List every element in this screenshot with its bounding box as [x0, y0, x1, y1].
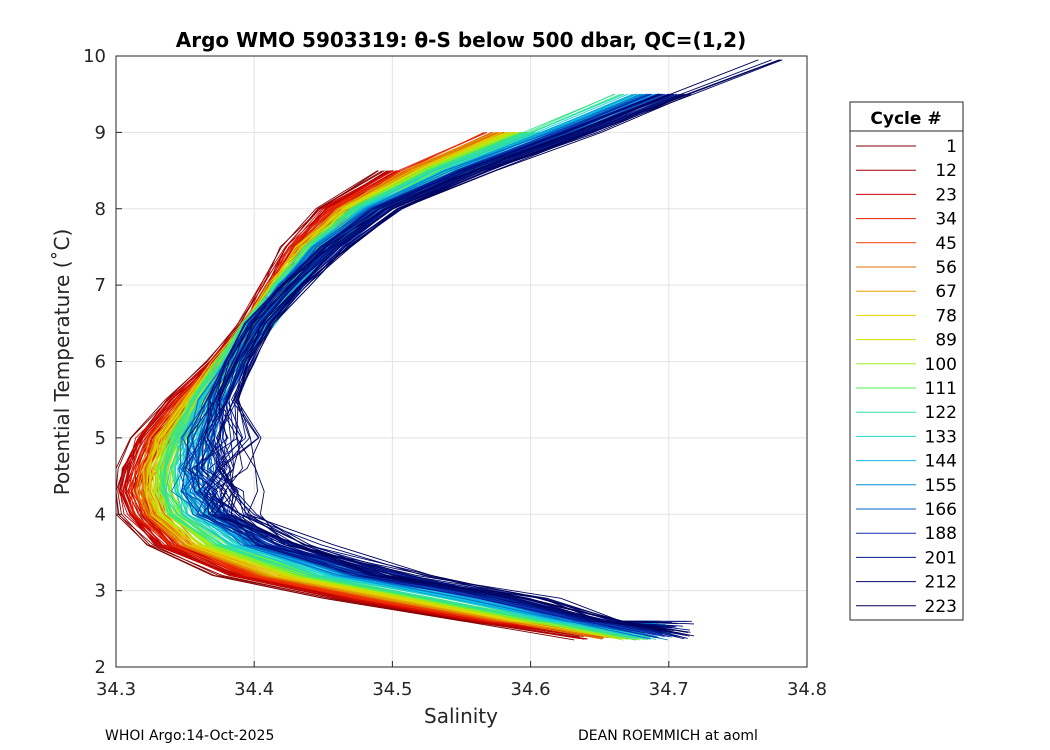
y-tick-label: 9 — [95, 122, 106, 143]
profile-line — [138, 131, 603, 627]
profile-line — [212, 93, 691, 633]
x-tick-label: 34.3 — [96, 679, 136, 700]
profile-line — [156, 131, 619, 637]
legend-label: 166 — [925, 500, 957, 520]
x-tick-label: 34.4 — [234, 679, 274, 700]
legend-label: 1 — [946, 137, 957, 157]
y-tick-label: 5 — [95, 428, 106, 449]
profile-line — [115, 170, 576, 625]
legend-label: 12 — [935, 161, 957, 181]
x-axis-ticks: 34.3 34.4 34.5 34.6 34.7 34.8 — [96, 661, 827, 700]
y-axis-label: Potential Temperature (˚C) — [50, 229, 74, 496]
legend-label: 23 — [935, 185, 957, 205]
legend-label: 34 — [935, 210, 957, 230]
x-tick-label: 34.7 — [649, 679, 689, 700]
y-tick-label: 2 — [95, 657, 106, 678]
legend-label: 133 — [925, 427, 957, 447]
x-axis-label: Salinity — [424, 704, 498, 728]
profile-line — [217, 59, 759, 633]
legend-label: 100 — [925, 355, 957, 375]
legend-label: 45 — [935, 234, 957, 254]
y-tick-label: 3 — [95, 581, 106, 602]
legend-label: 89 — [935, 331, 957, 351]
legend-label: 201 — [925, 548, 957, 568]
y-tick-label: 6 — [95, 352, 106, 373]
profile-line — [130, 170, 598, 629]
legend-label: 155 — [925, 476, 957, 496]
footer-right: DEAN ROEMMICH at aoml — [578, 728, 758, 744]
footer-left: WHOI Argo:14-Oct-2025 — [105, 728, 274, 744]
legend-label: 56 — [935, 258, 957, 278]
profile-line — [206, 59, 772, 625]
legend-label: 223 — [925, 597, 957, 617]
profile-line — [124, 170, 588, 632]
y-tick-label: 7 — [95, 275, 106, 296]
legend-label: 188 — [925, 524, 957, 544]
x-tick-label: 34.6 — [511, 679, 551, 700]
profile-line — [145, 131, 611, 626]
legend-label: 122 — [925, 403, 957, 423]
profile-line — [238, 93, 695, 625]
profile-line — [131, 131, 594, 629]
profile-line — [135, 131, 606, 625]
profile-line — [128, 170, 593, 627]
profile-lines — [115, 59, 783, 641]
profile-line — [207, 93, 662, 624]
profile-line — [215, 93, 690, 637]
legend-title: Cycle # — [870, 109, 941, 129]
y-tick-label: 4 — [95, 504, 106, 525]
profile-line — [122, 170, 586, 636]
profile-line — [146, 131, 616, 634]
legend-label: 144 — [925, 452, 957, 472]
chart-title: Argo WMO 5903319: θ-S below 500 dbar, QC… — [176, 28, 746, 52]
profile-line — [171, 93, 648, 636]
y-tick-label: 10 — [83, 46, 106, 67]
x-tick-label: 34.5 — [372, 679, 412, 700]
profile-line — [165, 93, 637, 641]
profile-line — [163, 131, 628, 623]
legend: Cycle # 1 12 23 34 45 56 67 78 89 100 111 122 133 144… — [849, 101, 964, 621]
y-axis-ticks: 2 3 4 5 6 7 8 9 10 — [83, 46, 122, 678]
profile-line — [165, 93, 634, 626]
y-tick-label: 8 — [95, 199, 106, 220]
profile-line — [186, 93, 659, 636]
profile-line — [213, 93, 670, 632]
profile-line — [236, 59, 780, 637]
x-tick-label: 34.8 — [787, 679, 827, 700]
legend-label: 67 — [935, 282, 957, 302]
profile-line — [220, 59, 781, 634]
legend-label: 111 — [925, 379, 957, 399]
legend-label: 212 — [925, 573, 957, 593]
legend-label: 78 — [935, 306, 957, 326]
